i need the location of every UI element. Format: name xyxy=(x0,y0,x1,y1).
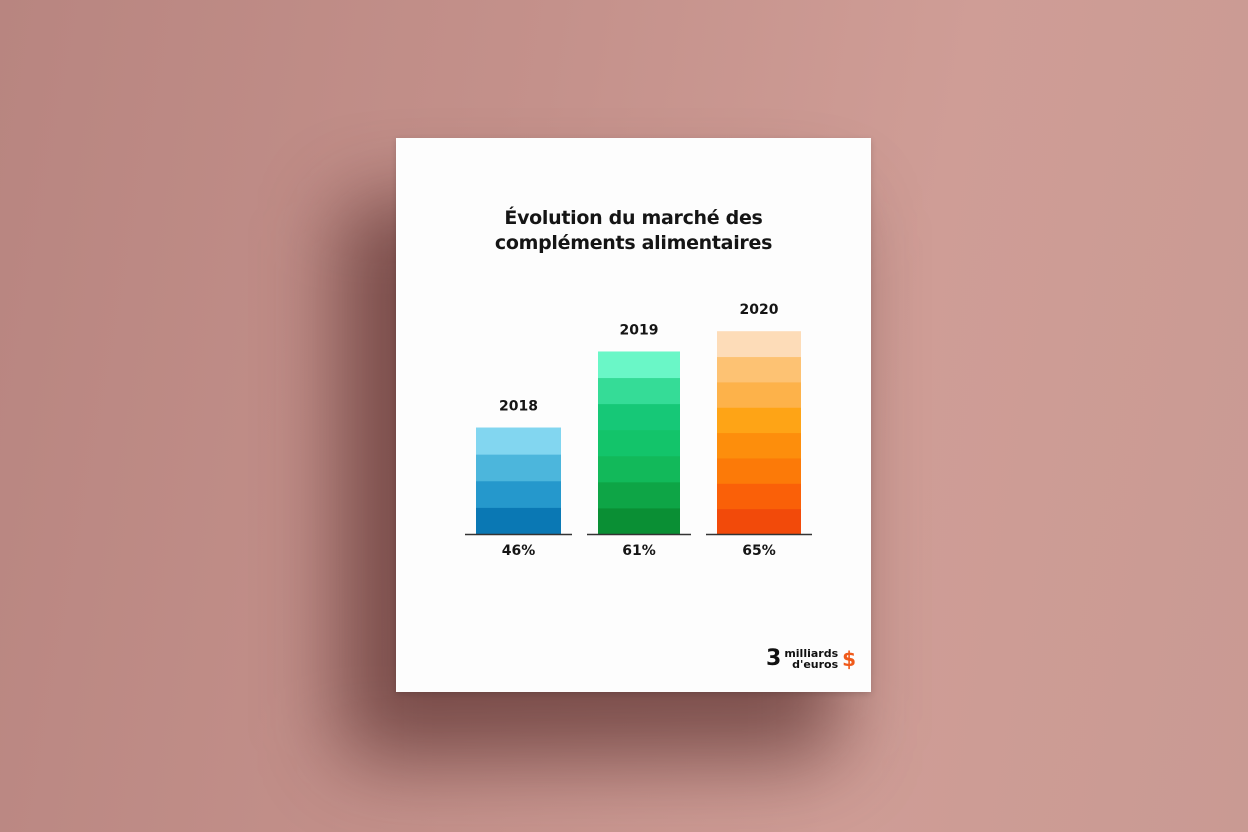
bar-2018-segment xyxy=(476,427,561,455)
bar-2020-segment xyxy=(717,432,801,459)
bar-2020-segment xyxy=(717,331,801,358)
bar-2020-segment xyxy=(717,407,801,434)
currency-icon: $ xyxy=(842,646,857,671)
bar-2020-segment xyxy=(717,381,801,408)
footer-line-1: milliards xyxy=(784,646,839,660)
footer-logo: 3 milliards d'euros $ xyxy=(766,646,856,671)
bar-2020-segment xyxy=(717,483,801,510)
bar-2019-segment xyxy=(598,403,680,431)
paper-sheet: Évolution du marché des compléments alim… xyxy=(396,138,871,692)
chart-title: Évolution du marché des compléments alim… xyxy=(396,206,871,256)
bar-2018-segment xyxy=(476,480,561,508)
value-label: 65% xyxy=(742,543,776,559)
bar-chart: 2018 46% 2019 61% 2020 65% xyxy=(465,302,812,559)
bar-2018-segment xyxy=(476,507,561,535)
bar-2019-segment xyxy=(598,351,680,379)
value-label: 61% xyxy=(622,543,656,559)
bar-2018-segment xyxy=(476,454,561,482)
value-label: 46% xyxy=(502,543,536,559)
category-label: 2018 xyxy=(499,399,538,415)
bar-2019-segment xyxy=(598,507,680,535)
title-line-1: Évolution du marché des xyxy=(504,207,763,229)
title-line-2: compléments alimentaires xyxy=(494,232,773,254)
bar-2020-segment xyxy=(717,508,801,535)
footer-words: milliards d'euros xyxy=(784,648,838,670)
bar-2019-segment xyxy=(598,481,680,509)
bar-2020-segment xyxy=(717,356,801,383)
bar-2019-segment xyxy=(598,429,680,457)
footer-line-2: d'euros xyxy=(792,657,839,671)
bar-2019-segment xyxy=(598,455,680,483)
category-label: 2019 xyxy=(620,322,659,338)
footer-number: 3 xyxy=(766,646,782,671)
bar-2019-segment xyxy=(598,377,680,405)
bar-2020-segment xyxy=(717,457,801,484)
category-label: 2020 xyxy=(740,302,779,318)
